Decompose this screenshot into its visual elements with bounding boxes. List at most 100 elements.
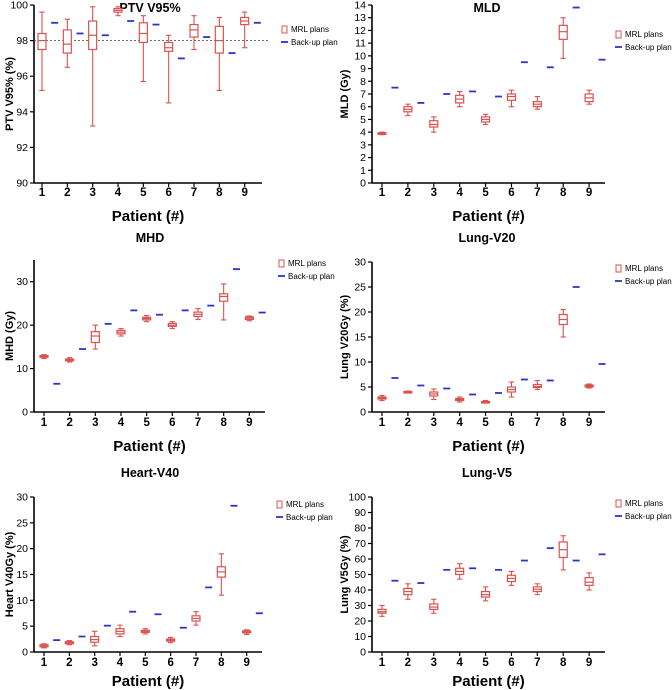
x-tick-label: 7 bbox=[534, 187, 540, 199]
y-axis-label: PTV V95% (%) bbox=[4, 57, 16, 131]
legend-swatch-mrl bbox=[281, 25, 288, 34]
mrl-box-patient-9 bbox=[584, 89, 594, 105]
legend-label-backup: Back-up plan bbox=[286, 513, 333, 522]
mrl-box-patient-1 bbox=[39, 354, 49, 360]
iqr-box bbox=[189, 23, 199, 38]
y-tick-label: 50 bbox=[354, 569, 366, 581]
y-axis-label: Heart V40Gy (%) bbox=[4, 531, 16, 617]
x-tick-label: 5 bbox=[140, 187, 147, 199]
mrl-box-patient-2 bbox=[64, 640, 74, 646]
mrl-box-patient-3 bbox=[88, 6, 98, 127]
iqr-box bbox=[219, 293, 229, 302]
x-tick-label: 8 bbox=[218, 657, 225, 669]
chart-title: Lung-V5 bbox=[462, 466, 512, 480]
x-tick-label: 3 bbox=[92, 417, 98, 429]
y-tick-label: 90 bbox=[354, 507, 366, 519]
mrl-box-patient-7 bbox=[532, 95, 542, 110]
x-tick-label: 6 bbox=[169, 417, 175, 429]
x-tick-label: 4 bbox=[456, 187, 463, 199]
x-tick-label: 2 bbox=[405, 657, 411, 669]
x-tick-label: 1 bbox=[41, 657, 48, 669]
x-tick-label: 5 bbox=[142, 657, 149, 669]
mrl-box-patient-5 bbox=[138, 15, 148, 83]
legend-swatch-mrl bbox=[615, 264, 622, 273]
mrl-box-patient-8 bbox=[216, 553, 226, 596]
mrl-box-patient-8 bbox=[558, 308, 568, 338]
mrl-box-patient-4 bbox=[113, 6, 123, 17]
y-tick-label: 100 bbox=[10, 0, 28, 12]
chart-title: Lung-V20 bbox=[459, 231, 516, 245]
x-tick-label: 5 bbox=[482, 187, 489, 199]
legend: MRL plans Back-up plan bbox=[276, 500, 333, 522]
mrl-box-patient-1 bbox=[39, 643, 49, 649]
x-tick-label: 3 bbox=[431, 657, 437, 669]
legend-swatch-mrl bbox=[276, 500, 283, 509]
mrl-box-patient-4 bbox=[455, 90, 465, 108]
x-tick-label: 6 bbox=[508, 187, 514, 199]
y-tick-label: 30 bbox=[354, 257, 366, 269]
y-tick-label: 98 bbox=[16, 35, 28, 47]
chart-title: Heart-V40 bbox=[121, 466, 179, 480]
x-tick-label: 2 bbox=[405, 187, 411, 199]
y-tick-label: 0 bbox=[360, 178, 366, 190]
mrl-box-patient-3 bbox=[429, 388, 439, 401]
y-tick-label: 20 bbox=[16, 320, 28, 332]
x-tick-label: 6 bbox=[165, 187, 171, 199]
chart-panel-3: MHD 0 10 20 30 MHD (Gy) 1 2 3 4 5 6 7 8 9 Patient (#) MR… bbox=[4, 231, 335, 455]
mrl-box-patient-7 bbox=[189, 15, 199, 51]
y-tick-label: 0 bbox=[22, 647, 28, 659]
legend-label-mrl: MRL plans bbox=[291, 25, 329, 34]
x-tick-label: 5 bbox=[482, 657, 489, 669]
mrl-box-patient-7 bbox=[191, 611, 201, 626]
y-axis-label: Lung V20Gy (%) bbox=[339, 294, 351, 379]
x-tick-label: 7 bbox=[193, 657, 199, 669]
x-tick-label: 2 bbox=[66, 657, 72, 669]
y-tick-label: 25 bbox=[16, 517, 28, 529]
mrl-box-patient-5 bbox=[142, 315, 152, 323]
x-axis-label: Patient (#) bbox=[452, 208, 525, 225]
mrl-box-patient-7 bbox=[193, 308, 203, 321]
y-tick-label: 10 bbox=[16, 595, 28, 607]
x-tick-label: 9 bbox=[243, 657, 249, 669]
x-tick-label: 8 bbox=[560, 187, 567, 199]
x-tick-label: 8 bbox=[560, 657, 567, 669]
x-tick-label: 8 bbox=[220, 417, 227, 429]
mrl-box-patient-7 bbox=[532, 379, 542, 391]
mrl-box-patient-9 bbox=[244, 315, 254, 322]
legend-label-backup: Back-up plan bbox=[625, 277, 672, 286]
x-tick-label: 4 bbox=[456, 657, 463, 669]
mrl-box-patient-3 bbox=[429, 598, 439, 614]
mrl-box-patient-3 bbox=[429, 116, 439, 133]
mrl-box-patient-1 bbox=[377, 131, 387, 136]
iqr-box bbox=[164, 41, 174, 52]
x-tick-label: 2 bbox=[405, 417, 411, 429]
legend-label-mrl: MRL plans bbox=[288, 259, 326, 268]
chart-panel-6: Lung-V5 0 10 20 30 40 50 60 70 80 90 100 Lung V5Gy (… bbox=[339, 466, 672, 690]
y-tick-label: 8 bbox=[360, 76, 366, 88]
mrl-box-patient-4 bbox=[116, 328, 126, 337]
y-tick-label: 0 bbox=[22, 407, 28, 419]
x-tick-label: 7 bbox=[534, 657, 540, 669]
legend-label-backup: Back-up plan bbox=[625, 43, 672, 52]
x-tick-label: 9 bbox=[241, 187, 247, 199]
y-tick-label: 40 bbox=[354, 585, 366, 597]
legend-label-mrl: MRL plans bbox=[625, 30, 663, 39]
y-tick-label: 60 bbox=[354, 554, 366, 566]
y-tick-label: 100 bbox=[348, 492, 366, 504]
x-tick-label: 1 bbox=[39, 187, 46, 199]
y-tick-label: 20 bbox=[16, 543, 28, 555]
y-tick-label: 4 bbox=[360, 127, 366, 139]
y-axis-label: MLD (Gy) bbox=[339, 69, 351, 118]
x-tick-label: 2 bbox=[66, 417, 72, 429]
y-tick-label: 25 bbox=[354, 282, 366, 294]
y-tick-label: 5 bbox=[22, 621, 28, 633]
x-tick-label: 9 bbox=[246, 417, 252, 429]
x-tick-label: 1 bbox=[41, 417, 48, 429]
mrl-box-patient-8 bbox=[558, 17, 568, 59]
legend: MRL plans Back-up plan bbox=[278, 259, 335, 281]
mrl-box-patient-2 bbox=[403, 583, 413, 600]
mrl-box-patient-6 bbox=[164, 34, 174, 104]
mrl-box-patient-4 bbox=[115, 624, 125, 638]
legend: MRL plans Back-up plan bbox=[615, 30, 672, 52]
